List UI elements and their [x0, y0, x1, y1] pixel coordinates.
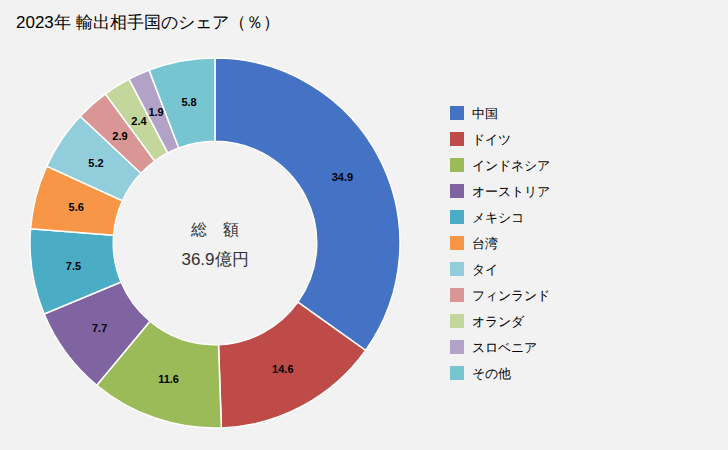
legend-label: 中国 — [472, 106, 498, 121]
legend-swatch — [450, 184, 464, 198]
slices — [30, 58, 400, 428]
data-label: 2.4 — [131, 115, 147, 127]
legend-swatch — [450, 314, 464, 328]
legend-swatch — [450, 158, 464, 172]
legend-label: ドイツ — [472, 132, 511, 147]
chart-container: 2023年 輸出相手国のシェア（％） 34.9 14.6 11.6 7.7 7.5 5.6 5… — [0, 0, 728, 450]
legend-swatch — [450, 210, 464, 224]
data-label: 5.6 — [69, 201, 84, 213]
legend-label: フィンランド — [472, 288, 550, 303]
data-label: 7.5 — [66, 260, 81, 272]
slice — [215, 58, 400, 350]
center-label: 36.9億円 — [181, 250, 248, 269]
legend: 中国ドイツインドネシアオーストリアメキシコ台湾タイフィンランドオランダスロベニア… — [450, 106, 550, 381]
slice — [149, 58, 215, 148]
slice — [219, 302, 366, 428]
data-label: 14.6 — [272, 363, 293, 375]
data-label: 2.9 — [112, 130, 127, 142]
data-label: 1.9 — [148, 106, 163, 118]
data-label: 7.7 — [92, 322, 107, 334]
data-label: 5.8 — [181, 96, 196, 108]
legend-label: オーストリア — [472, 184, 550, 199]
legend-swatch — [450, 288, 464, 302]
legend-swatch — [450, 236, 464, 250]
data-label: 5.2 — [88, 157, 103, 169]
title: 2023年 輸出相手国のシェア（％） — [16, 13, 280, 32]
data-labels: 34.9 14.6 11.6 7.7 7.5 5.6 5.2 2.9 2.41.9 5.8 — [66, 96, 353, 385]
legend-label: インドネシア — [472, 158, 550, 173]
legend-swatch — [450, 262, 464, 276]
legend-label: タイ — [472, 262, 498, 277]
legend-label: メキシコ — [472, 210, 524, 225]
center-label: 総 額 — [190, 221, 239, 238]
legend-label: 台湾 — [472, 236, 498, 251]
legend-label: スロベニア — [472, 340, 537, 355]
legend-label: オランダ — [472, 314, 525, 329]
data-label: 11.6 — [158, 373, 179, 385]
legend-swatch — [450, 340, 464, 354]
slice — [30, 229, 121, 314]
legend-swatch — [450, 132, 464, 146]
legend-swatch — [450, 366, 464, 380]
chart-svg: 2023年 輸出相手国のシェア（％） 34.9 14.6 11.6 7.7 7.5 5.6 5… — [0, 0, 728, 450]
legend-swatch — [450, 106, 464, 120]
legend-label: その他 — [472, 366, 511, 381]
data-label: 34.9 — [332, 171, 353, 183]
